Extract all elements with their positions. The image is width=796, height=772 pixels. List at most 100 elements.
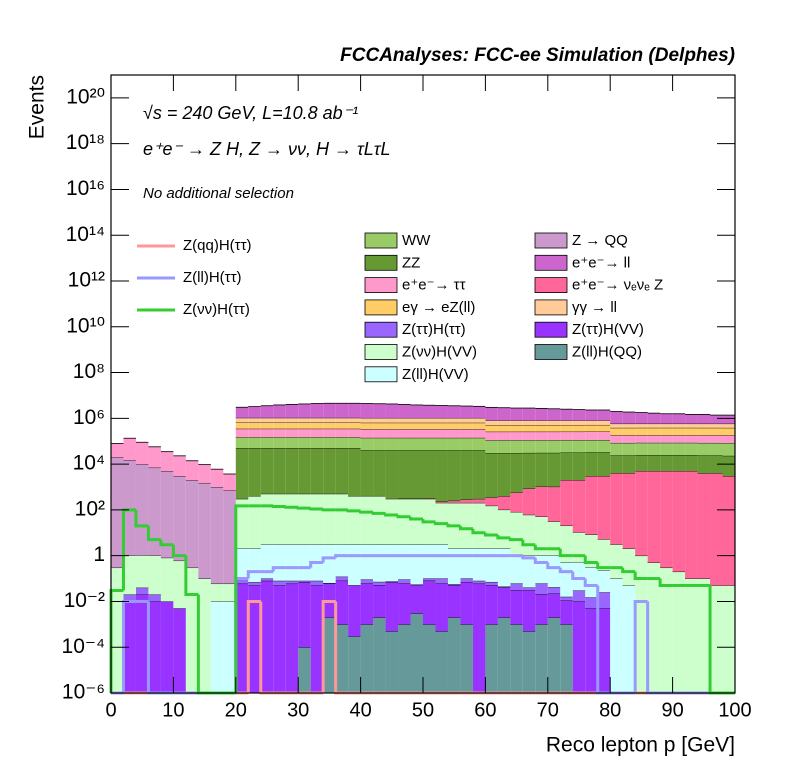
histogram-bar [522,431,536,441]
histogram-bar [260,437,274,449]
histogram-bar [485,453,498,498]
histogram-bar [522,590,536,632]
histogram-bar [273,493,286,545]
histogram-bar [248,428,261,438]
histogram-bar [622,412,636,424]
histogram-bar [660,455,673,472]
histogram-bar [360,437,374,451]
histogram-bar [560,420,573,425]
step-line [558,567,573,574]
legend-swatch [534,299,568,316]
histogram-bar [135,555,149,588]
histogram-bar [597,539,611,571]
histogram-bar [572,431,586,441]
histogram-bar [660,427,673,436]
histogram-bar [435,583,448,632]
histogram-bar [310,422,324,429]
histogram-bar [522,631,536,693]
histogram-bar [485,585,498,625]
histogram-bar [310,437,324,449]
histogram-bar [585,452,598,477]
histogram-bar [597,440,611,453]
histogram-bar [647,427,661,436]
histogram-bar [398,498,411,545]
histogram-bar [148,601,161,693]
histogram-bar [410,450,423,499]
histogram-bar [335,437,349,449]
histogram-bar [710,442,723,456]
histogram-bar [547,617,561,693]
histogram-bar [310,580,324,586]
legend-swatch [364,366,398,383]
histogram-bar [547,431,561,441]
histogram-bar [348,496,361,545]
histogram-bar [622,585,636,693]
histogram-bar [285,428,299,438]
step-line [346,509,361,513]
legend-label: ZZ [402,254,420,271]
histogram-bar [173,560,186,609]
histogram-bar [135,587,149,595]
histogram-bar [260,544,274,579]
histogram-bar [260,405,274,418]
annotation: e⁺e⁻ → Z H, Z → νν, H → τLτL [143,139,391,159]
histogram-bar [535,452,548,487]
histogram-bar [535,408,548,421]
histogram-bar [535,440,548,453]
histogram-bar [385,450,399,499]
legend-swatch [364,232,398,249]
histogram-bar [335,544,349,577]
histogram-bar [435,501,448,503]
x-tick-label: 100 [718,699,751,721]
histogram-bar [260,493,274,545]
histogram-bar [535,425,548,432]
histogram-bar [248,448,261,497]
step-line [496,534,511,540]
histogram-bar [248,422,261,429]
histogram-bar [160,451,174,471]
histogram-bar [560,440,573,453]
histogram-bar [423,544,436,579]
histogram-bar [185,567,199,693]
histogram-bar [547,452,561,487]
x-tick-label: 70 [537,699,559,721]
histogram-bar [423,437,436,451]
x-tick-label: 10 [162,699,184,721]
histogram-bar [235,407,249,418]
histogram-bar [572,440,586,453]
histogram-bar [235,417,249,423]
histogram-bar [722,423,735,428]
histogram-bar [597,409,611,421]
histogram-bar [710,415,723,424]
histogram-bar [622,548,636,586]
histogram-bar [123,601,136,693]
histogram-bar [385,544,399,582]
histogram-bar [385,403,399,418]
histogram-bar [135,442,149,465]
histogram-bar [547,486,561,522]
histogram-bar [597,431,611,441]
step-line [421,518,436,524]
histogram-bar [248,582,261,586]
histogram-bar [298,582,311,648]
histogram-bar [348,636,361,693]
histogram-bar [285,583,299,693]
histogram-bar [398,429,411,438]
histogram-bar [260,578,274,581]
step-line [134,509,149,528]
step-line [533,557,548,565]
histogram-bar [597,420,611,425]
histogram-bar [285,493,299,545]
histogram-bar [385,631,399,693]
histogram-bar [510,431,523,441]
histogram-bar [660,435,673,443]
histogram-bar [485,407,498,421]
histogram-bar [547,440,561,453]
histogram-bar [435,429,448,438]
y-tick-label: 10⁸ [73,360,105,383]
step-line [409,516,423,521]
legend-label: Z(qq)H(ττ) [183,237,252,254]
histogram-bar [360,583,374,625]
histogram-bar [522,587,536,591]
histogram-bar [348,544,361,586]
